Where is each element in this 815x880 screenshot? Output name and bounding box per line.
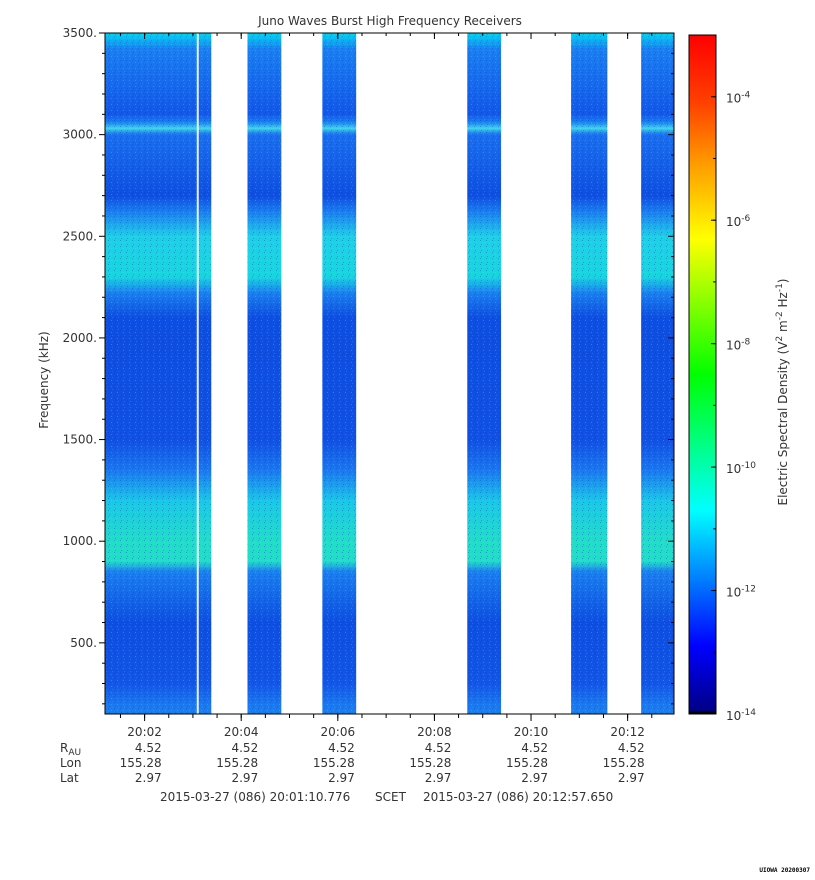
y-tick-label: 1500. [63, 433, 97, 447]
colorbar-tick-label: 10-8 [726, 338, 751, 353]
colorbar-tick-label: 10-4 [726, 91, 751, 106]
time-range-end: 2015-03-27 (086) 20:12:57.650 [423, 790, 613, 804]
ephemeris-value: 2.97 [328, 771, 355, 785]
colorbar: 10-14 10-12 10-10 10-8 10-6 10-4 [688, 34, 756, 723]
ephemeris-value: 155.28 [506, 756, 548, 770]
y-tick-label: 3500. [63, 26, 97, 40]
y-tick-label: 2500. [63, 229, 97, 243]
colorbar-tick-label: 10-14 [726, 708, 756, 723]
ephemeris-value: 2.97 [135, 771, 162, 785]
x-axis: 20:02 20:04 20:06 20:08 20:10 20:12 [119, 33, 653, 739]
ephemeris-value: 4.52 [425, 741, 452, 755]
ephemeris-value: 155.28 [216, 756, 258, 770]
y-axis-label: Frequency (kHz) [37, 331, 51, 428]
colorbar-floor [689, 711, 716, 714]
y-tick-label: 500. [70, 636, 97, 650]
spectrogram-block-texture-1 [105, 33, 212, 714]
y-tick-label: 2000. [63, 331, 97, 345]
svg-text:Electric Spectral Density (V2: Electric Spectral Density (V2 m-2 Hz-1) [775, 278, 790, 505]
ephemeris-value: 4.52 [618, 741, 645, 755]
spectrogram-block-texture-5 [571, 33, 608, 714]
colorbar-label-exp-m1: -1 [775, 283, 785, 292]
ephemeris-value: 155.28 [409, 756, 451, 770]
x-tick-label: 20:12 [610, 725, 645, 739]
colorbar-label-text: Electric Spectral Density (V [776, 341, 790, 506]
spectrogram-block-texture-2 [247, 33, 282, 714]
ephemeris-value: 2.97 [231, 771, 258, 785]
ephemeris-row-label: Lon [60, 756, 81, 770]
spectrogram-plot-area [105, 33, 674, 714]
x-tick-label: 20:02 [127, 725, 162, 739]
chart-title: Juno Waves Burst High Frequency Receiver… [257, 14, 522, 28]
footer-tag: UIOWA 20200307 [759, 867, 810, 874]
x-tick-label: 20:04 [224, 725, 259, 739]
spectrogram-block-texture-3 [322, 33, 357, 714]
time-range-start: 2015-03-27 (086) 20:01:10.776 [160, 790, 350, 804]
x-tick-label: 20:08 [417, 725, 452, 739]
y-tick-label: 3000. [63, 128, 97, 142]
colorbar-tick-label: 10-10 [726, 461, 756, 476]
colorbar-tick-label: 10-12 [726, 585, 756, 600]
spectrogram-block-texture-4 [467, 33, 502, 714]
y-tick-label: 1000. [63, 534, 97, 548]
colorbar-label-close: ) [776, 278, 790, 283]
colorbar-bar [688, 34, 717, 715]
ephemeris-value: 2.97 [618, 771, 645, 785]
x-tick-label: 20:06 [321, 725, 356, 739]
spectrogram-block-texture-6 [641, 33, 674, 714]
colorbar-label-hz: Hz [776, 292, 790, 311]
ephemeris-value: 4.52 [135, 741, 162, 755]
colorbar-label: Electric Spectral Density (V2 m-2 Hz-1) [775, 278, 790, 505]
ephemeris-value: 2.97 [521, 771, 548, 785]
ephemeris-value: 155.28 [120, 756, 162, 770]
time-range-scet-label: SCET [375, 790, 407, 804]
colorbar-label-exp-m2: -2 [775, 311, 785, 320]
x-tick-label: 20:10 [514, 725, 549, 739]
plot-frame [104, 32, 675, 715]
ephemeris-value: 4.52 [328, 741, 355, 755]
ephemeris-table: RAULonLat4.52155.282.974.52155.282.974.5… [60, 741, 645, 785]
ephemeris-value: 4.52 [231, 741, 258, 755]
colorbar-label-exp-2: 2 [775, 336, 785, 342]
ephemeris-value: 4.52 [521, 741, 548, 755]
data-gap-line [196, 33, 199, 714]
ephemeris-row-label: Lat [60, 771, 79, 785]
colorbar-label-m: m [776, 320, 790, 336]
y-axis: 500. 1000. 1500. 2000. 2500. 3000. 3500. [63, 26, 674, 705]
ephemeris-value: 155.28 [603, 756, 645, 770]
ephemeris-value: 155.28 [313, 756, 355, 770]
ephemeris-value: 2.97 [425, 771, 452, 785]
colorbar-tick-label: 10-6 [726, 214, 751, 229]
